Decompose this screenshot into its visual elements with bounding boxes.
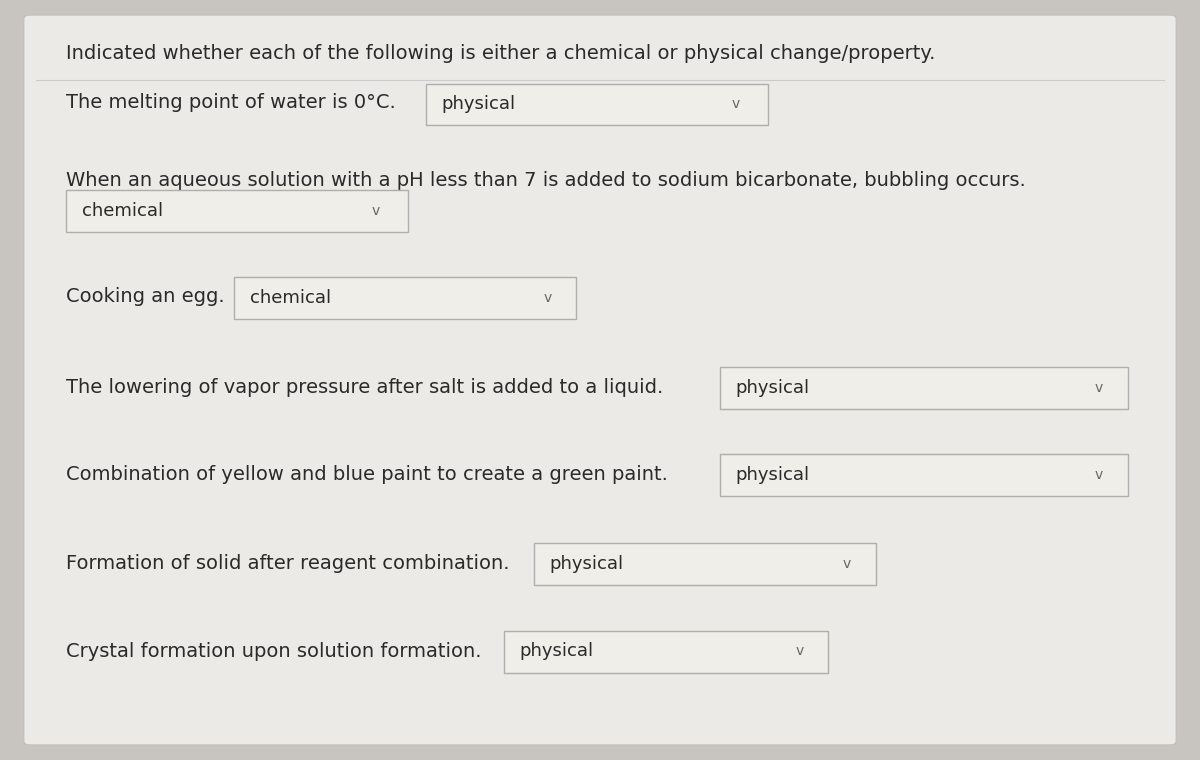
Text: physical: physical <box>736 378 810 397</box>
Text: physical: physical <box>442 95 516 113</box>
FancyBboxPatch shape <box>720 454 1128 496</box>
Text: physical: physical <box>736 466 810 484</box>
Text: physical: physical <box>550 555 624 573</box>
FancyBboxPatch shape <box>504 631 828 673</box>
FancyBboxPatch shape <box>426 84 768 125</box>
Text: v: v <box>1094 468 1103 482</box>
Text: Crystal formation upon solution formation.: Crystal formation upon solution formatio… <box>66 641 481 661</box>
FancyBboxPatch shape <box>24 15 1176 745</box>
Text: v: v <box>544 291 552 305</box>
Text: The lowering of vapor pressure after salt is added to a liquid.: The lowering of vapor pressure after sal… <box>66 378 664 397</box>
Text: chemical: chemical <box>250 289 331 307</box>
Text: When an aqueous solution with a pH less than 7 is added to sodium bicarbonate, b: When an aqueous solution with a pH less … <box>66 171 1026 190</box>
Text: Formation of solid after reagent combination.: Formation of solid after reagent combina… <box>66 555 510 573</box>
Text: physical: physical <box>520 642 594 660</box>
FancyBboxPatch shape <box>534 543 876 585</box>
Text: v: v <box>842 557 851 571</box>
Text: The melting point of water is 0°C.: The melting point of water is 0°C. <box>66 93 396 112</box>
Text: v: v <box>372 204 380 217</box>
Text: v: v <box>796 644 804 658</box>
FancyBboxPatch shape <box>720 367 1128 409</box>
Text: Cooking an egg.: Cooking an egg. <box>66 287 224 306</box>
Text: chemical: chemical <box>82 201 163 220</box>
FancyBboxPatch shape <box>66 190 408 232</box>
FancyBboxPatch shape <box>234 277 576 319</box>
Text: Combination of yellow and blue paint to create a green paint.: Combination of yellow and blue paint to … <box>66 465 668 485</box>
Text: Indicated whether each of the following is either a chemical or physical change/: Indicated whether each of the following … <box>66 44 935 63</box>
Text: v: v <box>1094 381 1103 394</box>
Text: v: v <box>732 97 740 111</box>
